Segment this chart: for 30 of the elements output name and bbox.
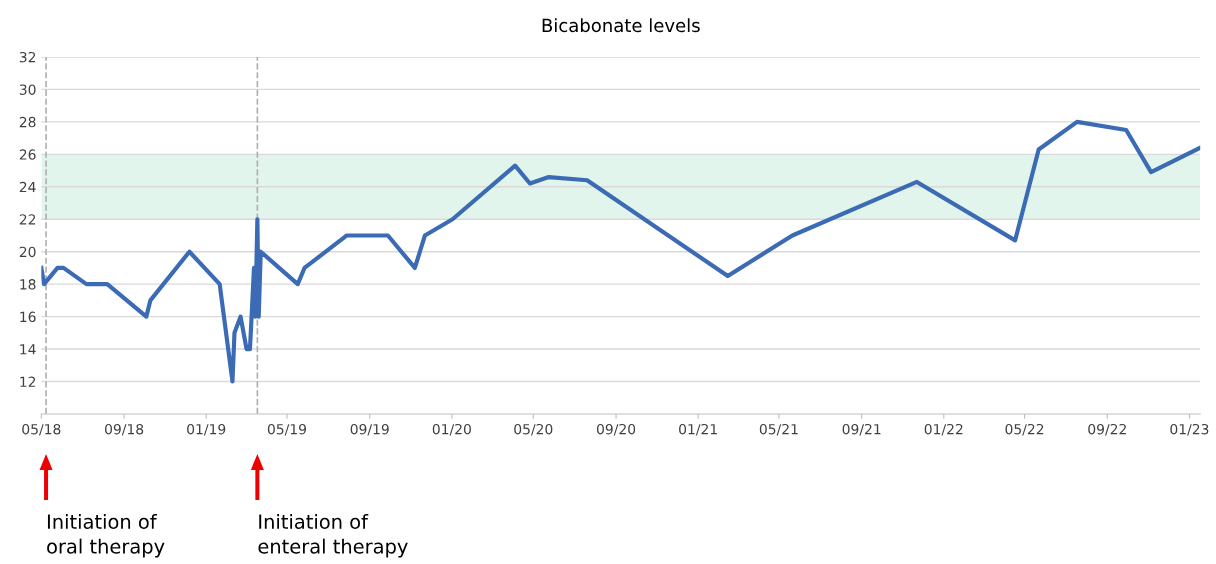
x-tick-label: 01/20: [432, 423, 471, 436]
x-tick-label: 09/18: [105, 423, 144, 436]
text: Initiation of enteral therapy: [258, 513, 408, 558]
y-tick-label: 14: [20, 344, 36, 355]
x-tick-label: 01/19: [187, 423, 226, 436]
x-tick-label: 05/21: [759, 423, 798, 436]
y-tick-label: 20: [19, 246, 36, 258]
y-tick-label: 32: [19, 51, 36, 63]
x-tick-label: 01/23: [1170, 423, 1209, 436]
text: Initiation of oral therapy: [47, 513, 165, 558]
x-tick-label: 09/20: [596, 423, 636, 436]
y-tick-label: 26: [19, 149, 36, 160]
y-tick-label: 24: [19, 181, 36, 193]
y-tick-label: 18: [20, 279, 36, 290]
chart-title: Bicabonate levels: [542, 18, 700, 33]
y-tick-label: 22: [19, 214, 36, 225]
x-tick-label: 05/19: [267, 423, 307, 436]
x-tick-label: 09/21: [842, 423, 881, 436]
x-tick-label: 01/21: [679, 423, 717, 436]
y-tick-label: 16: [20, 311, 36, 323]
x-tick-label: 09/19: [350, 423, 389, 436]
y-tick-label: 30: [19, 84, 36, 95]
y-tick-label: 12: [20, 376, 36, 387]
x-tick-label: 05/22: [1005, 423, 1044, 436]
x-tick-label: 09/22: [1088, 423, 1126, 436]
y-tick-label: 28: [19, 116, 36, 128]
x-tick-label: 01/22: [924, 423, 963, 436]
line-series: [41, 119, 1201, 384]
x-tick-label: 05/20: [514, 423, 553, 436]
x-tick-label: 05/18: [22, 423, 61, 436]
